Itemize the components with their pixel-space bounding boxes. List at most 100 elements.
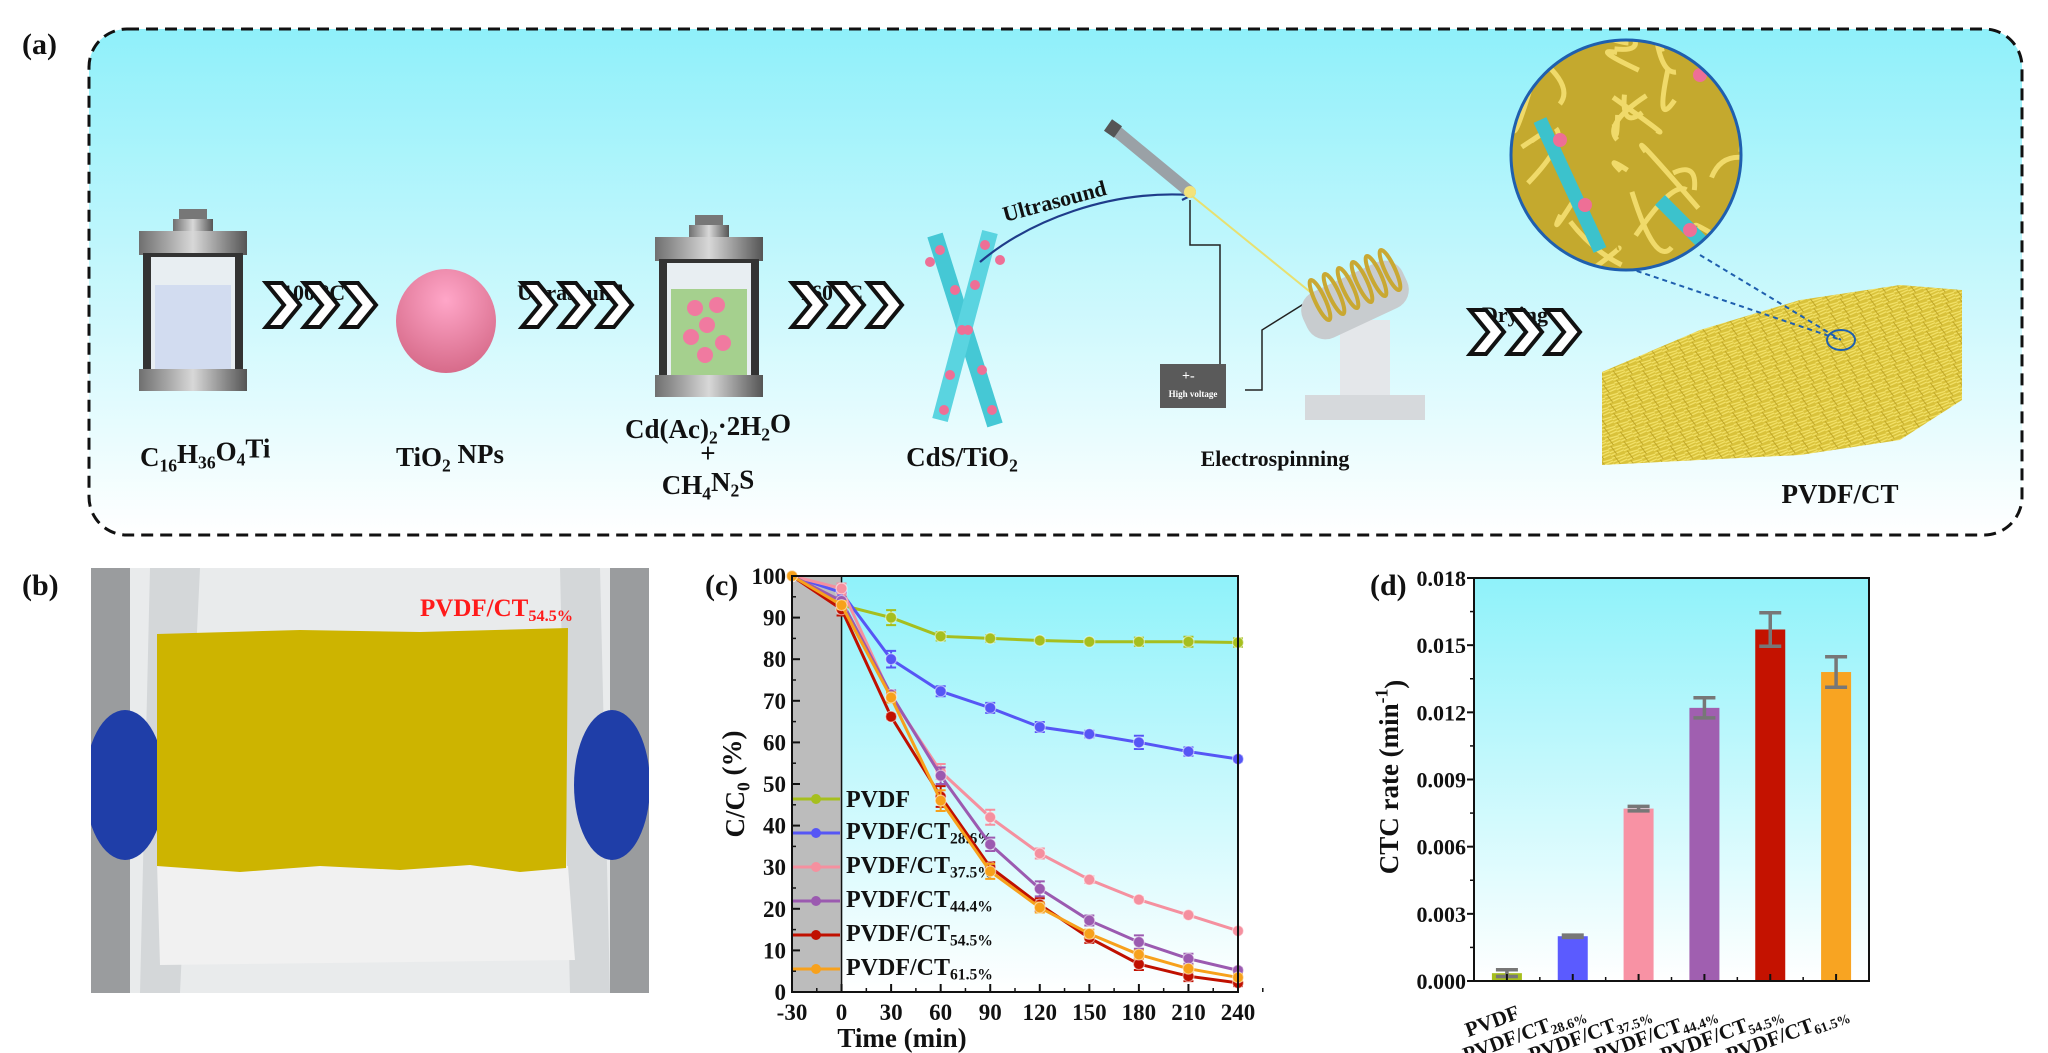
pvdf-ct-membrane-illustration (1602, 285, 1962, 465)
precursor-label: C16H36O4Ti (140, 433, 271, 475)
text-segment: N (711, 467, 731, 497)
plus-sign: + (700, 438, 715, 468)
data-point (885, 710, 898, 723)
fiber (1672, 167, 1698, 191)
data-point (1132, 948, 1145, 961)
text-segment: CH (662, 470, 703, 500)
reagent1-label: Cd(Ac)2·2H2O (625, 408, 791, 447)
fiber (1554, 201, 1575, 228)
data-point (984, 701, 997, 714)
bar (1689, 707, 1720, 981)
x-tick-label: 210 (1171, 1000, 1206, 1025)
cds-particle (957, 325, 967, 335)
cds-particle (995, 255, 1005, 265)
y-tick-label: 60 (763, 730, 786, 755)
data-point (1182, 962, 1195, 975)
process-arrow-icon (517, 281, 635, 329)
text-segment: ) (1380, 680, 1410, 689)
subscript-text: 61.5% (1812, 1011, 1852, 1038)
text-segment: PVDF (846, 787, 910, 813)
text-segment: Ti (245, 433, 271, 463)
data-point (934, 769, 947, 782)
autoclave-icon (655, 215, 763, 397)
data-point (984, 811, 997, 824)
text-segment: Cd(Ac) (625, 414, 709, 444)
legend-marker (811, 930, 821, 940)
plot-frame (1473, 577, 1870, 982)
x-tick-label: 240 (1221, 1000, 1256, 1025)
error-bar (1825, 655, 1848, 690)
text-segment: (%) (717, 731, 747, 783)
data-point (1033, 882, 1046, 895)
data-point (1083, 927, 1096, 940)
data-point (1182, 745, 1195, 758)
text-segment: PVDF/CT (846, 921, 950, 947)
coil-winding (1335, 265, 1361, 311)
bar (1623, 808, 1654, 981)
text-segment: CTC rate (min (1374, 703, 1404, 874)
cds-particle (977, 365, 987, 375)
y-tick-label: 0.018 (1417, 566, 1467, 591)
chevron-icon (555, 281, 597, 329)
text-segment: PVDF/CT (846, 887, 950, 913)
subscript-text: 16 (160, 455, 178, 475)
fiber (1611, 95, 1663, 135)
subscript-text: 2 (1009, 455, 1018, 475)
subscript-text: 2 (730, 480, 739, 500)
data-point (984, 838, 997, 851)
cds-tio2-nanorod-icon (925, 229, 1005, 428)
subscript-text: 61.5% (950, 967, 993, 984)
cds-particle (939, 405, 949, 415)
syringe-icon (1103, 119, 1196, 198)
chevron-icon (261, 281, 303, 329)
cds-particle (970, 280, 980, 290)
data-point (934, 630, 947, 643)
text-segment: O (216, 436, 237, 466)
subscript-text: 54.5% (528, 607, 573, 625)
fiber (1660, 67, 1677, 113)
text-segment: NPs (451, 439, 504, 469)
data-point (1033, 634, 1046, 647)
text-segment: ·2H (718, 411, 762, 441)
chevron-icon (517, 281, 559, 329)
autoclave-icon (139, 209, 247, 391)
legend-label: PVDF/CT54.5% (846, 921, 993, 950)
y-tick-label: 40 (763, 814, 786, 839)
data-point (1182, 908, 1195, 922)
x-tick-label: 150 (1072, 1000, 1107, 1025)
legend-marker (811, 794, 821, 804)
data-point (1132, 935, 1145, 949)
x-tick-label: 90 (979, 1000, 1002, 1025)
chevron-icon (825, 281, 867, 329)
text-segment: C/C (720, 791, 750, 838)
subscript-text: 4 (702, 483, 711, 503)
membrane-photo (91, 568, 649, 993)
legend-label: PVDF/CT61.5% (846, 955, 993, 984)
chevron-icon (787, 281, 829, 329)
text-segment: O (770, 408, 791, 438)
zoom-spot (1826, 329, 1856, 351)
y-tick-label: 0.000 (1417, 969, 1467, 994)
y-tick-label: 30 (763, 855, 786, 880)
cds-particle (980, 240, 990, 250)
composite-label: CdS/TiO2 (906, 442, 1018, 475)
y-tick-label: 80 (763, 647, 786, 672)
text-segment: S (739, 464, 754, 494)
data-point (1182, 635, 1195, 648)
cds-particle (935, 245, 945, 255)
text-segment: PVDF/CT (846, 819, 950, 845)
bar (1755, 629, 1786, 981)
bar (1821, 672, 1852, 981)
reagent2-label: CH4N2S (662, 464, 755, 503)
text-segment: PVDF/CT (420, 595, 529, 622)
fiber (1572, 245, 1622, 270)
subscript-text: 2 (761, 424, 770, 444)
data-point (885, 691, 898, 704)
rotating-collector-icon (1301, 247, 1425, 420)
x-tick-label: 120 (1023, 1000, 1058, 1025)
fiber (1709, 154, 1741, 179)
process-arrow-icon (787, 281, 905, 329)
fiber (1604, 49, 1640, 73)
c-y-axis-title: C/C0 (%) (717, 731, 753, 838)
